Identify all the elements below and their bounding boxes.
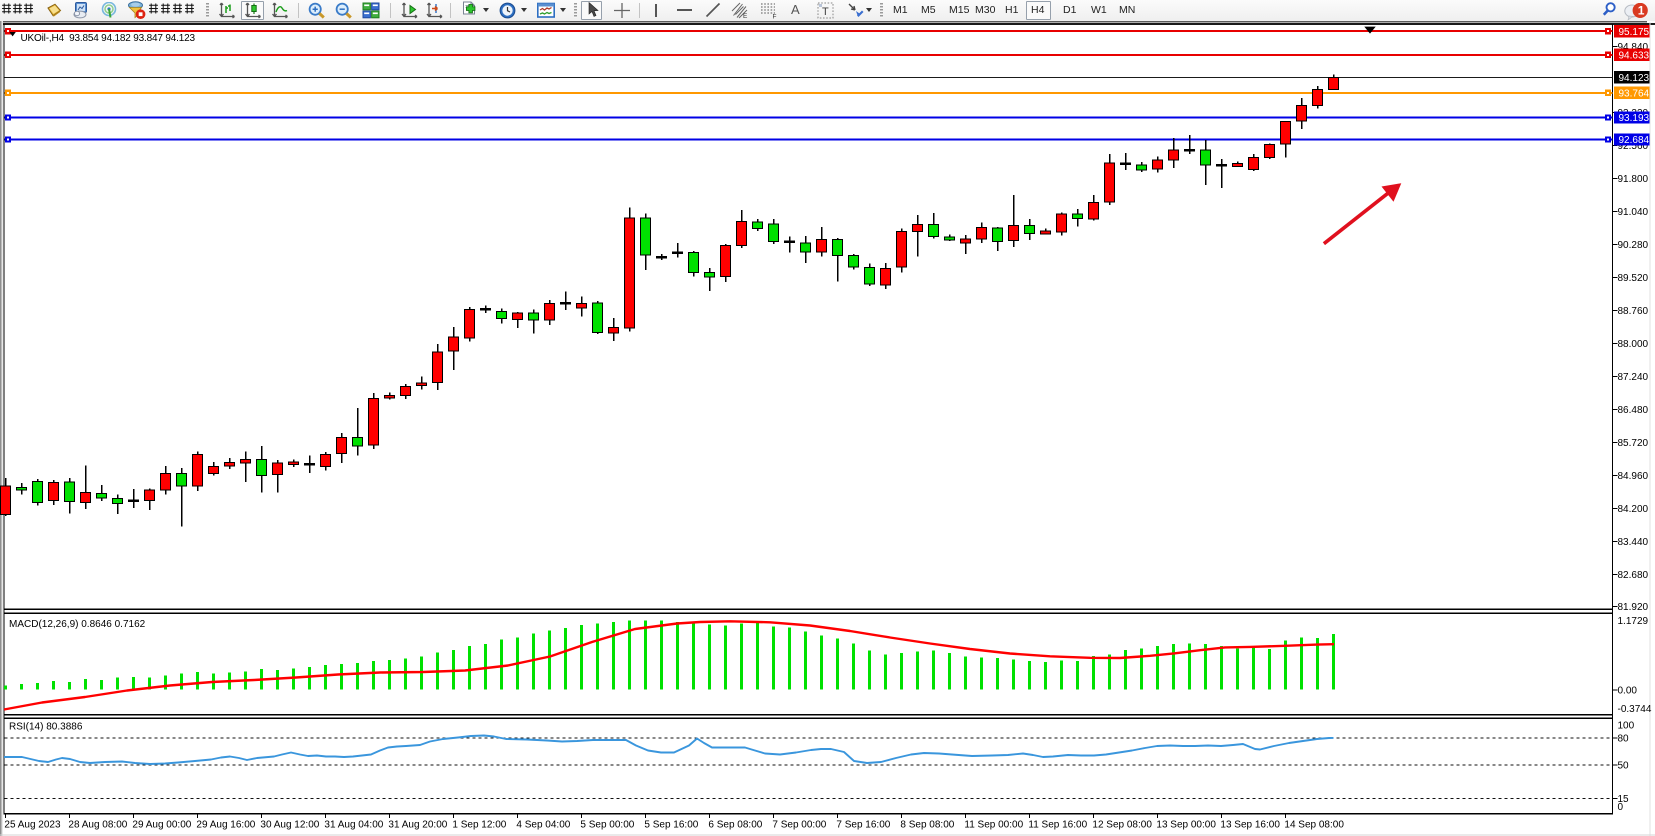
svg-text:84.960: 84.960 xyxy=(1618,471,1649,482)
svg-text:83.440: 83.440 xyxy=(1618,537,1649,548)
svg-text:31 Aug 20:00: 31 Aug 20:00 xyxy=(388,820,447,831)
svg-text:MACD(12,26,9) 0.8646 0.7162: MACD(12,26,9) 0.8646 0.7162 xyxy=(9,619,146,630)
svg-text:13 Sep 16:00: 13 Sep 16:00 xyxy=(1220,820,1280,831)
svg-text:8 Sep 08:00: 8 Sep 08:00 xyxy=(900,820,954,831)
svg-text:95.175: 95.175 xyxy=(1619,27,1650,38)
svg-text:80: 80 xyxy=(1618,733,1630,744)
svg-text:5 Sep 00:00: 5 Sep 00:00 xyxy=(580,820,634,831)
svg-text:1 Sep 12:00: 1 Sep 12:00 xyxy=(452,820,506,831)
svg-text:94.123: 94.123 xyxy=(1619,73,1650,84)
svg-text:82.680: 82.680 xyxy=(1618,570,1649,581)
svg-text:31 Aug 04:00: 31 Aug 04:00 xyxy=(324,820,383,831)
svg-text:4 Sep 04:00: 4 Sep 04:00 xyxy=(516,820,570,831)
svg-text:1.1729: 1.1729 xyxy=(1618,616,1649,627)
svg-text:92.684: 92.684 xyxy=(1619,135,1650,146)
svg-text:91.800: 91.800 xyxy=(1618,174,1649,185)
svg-text:11 Sep 16:00: 11 Sep 16:00 xyxy=(1028,820,1087,831)
svg-text:0: 0 xyxy=(1618,802,1624,813)
svg-text:92.560: 92.560 xyxy=(1618,141,1649,152)
svg-text:0.00: 0.00 xyxy=(1618,686,1638,697)
svg-text:RSI(14) 80.3886: RSI(14) 80.3886 xyxy=(9,722,83,733)
svg-text:13 Sep 00:00: 13 Sep 00:00 xyxy=(1156,820,1216,831)
svg-text:F: F xyxy=(773,14,777,20)
svg-text:30 Aug 12:00: 30 Aug 12:00 xyxy=(260,820,319,831)
svg-text:-0.3744: -0.3744 xyxy=(1618,704,1652,715)
svg-text:14 Sep 08:00: 14 Sep 08:00 xyxy=(1284,820,1344,831)
svg-text:88.760: 88.760 xyxy=(1618,306,1649,317)
svg-text:90.280: 90.280 xyxy=(1618,240,1649,251)
svg-text:15: 15 xyxy=(1618,794,1630,805)
svg-text:E: E xyxy=(743,13,748,19)
svg-text:93.764: 93.764 xyxy=(1619,89,1650,100)
svg-text:85.720: 85.720 xyxy=(1618,438,1649,449)
svg-text:91.040: 91.040 xyxy=(1618,207,1649,218)
svg-text:5 Sep 16:00: 5 Sep 16:00 xyxy=(644,820,698,831)
svg-text:50: 50 xyxy=(1618,761,1630,772)
svg-text:86.480: 86.480 xyxy=(1618,405,1649,416)
svg-text:11 Sep 00:00: 11 Sep 00:00 xyxy=(964,820,1023,831)
svg-text:84.200: 84.200 xyxy=(1618,504,1649,515)
svg-text:94.633: 94.633 xyxy=(1619,50,1650,61)
svg-text:100: 100 xyxy=(1618,721,1635,732)
svg-text:87.240: 87.240 xyxy=(1618,372,1649,383)
svg-text:93.193: 93.193 xyxy=(1619,113,1650,124)
svg-text:1: 1 xyxy=(1638,4,1645,18)
svg-text:28 Aug 08:00: 28 Aug 08:00 xyxy=(68,820,127,831)
svg-text:94.840: 94.840 xyxy=(1618,42,1649,53)
svg-text:T: T xyxy=(822,6,829,18)
svg-text:29 Aug 16:00: 29 Aug 16:00 xyxy=(196,820,255,831)
svg-text:7 Sep 16:00: 7 Sep 16:00 xyxy=(836,820,890,831)
svg-text:89.520: 89.520 xyxy=(1618,273,1649,284)
svg-text:29 Aug 00:00: 29 Aug 00:00 xyxy=(132,820,191,831)
svg-text:6 Sep 08:00: 6 Sep 08:00 xyxy=(708,820,762,831)
svg-text:UKOil-,H4 93.854 94.182 93.84: UKOil-,H4 93.854 94.182 93.847 94.123 xyxy=(21,33,196,44)
svg-text:12 Sep 08:00: 12 Sep 08:00 xyxy=(1092,820,1152,831)
svg-text:25 Aug 2023: 25 Aug 2023 xyxy=(4,820,61,831)
svg-text:81.920: 81.920 xyxy=(1618,602,1649,613)
svg-text:88.000: 88.000 xyxy=(1618,339,1649,350)
svg-text:7 Sep 00:00: 7 Sep 00:00 xyxy=(772,820,826,831)
